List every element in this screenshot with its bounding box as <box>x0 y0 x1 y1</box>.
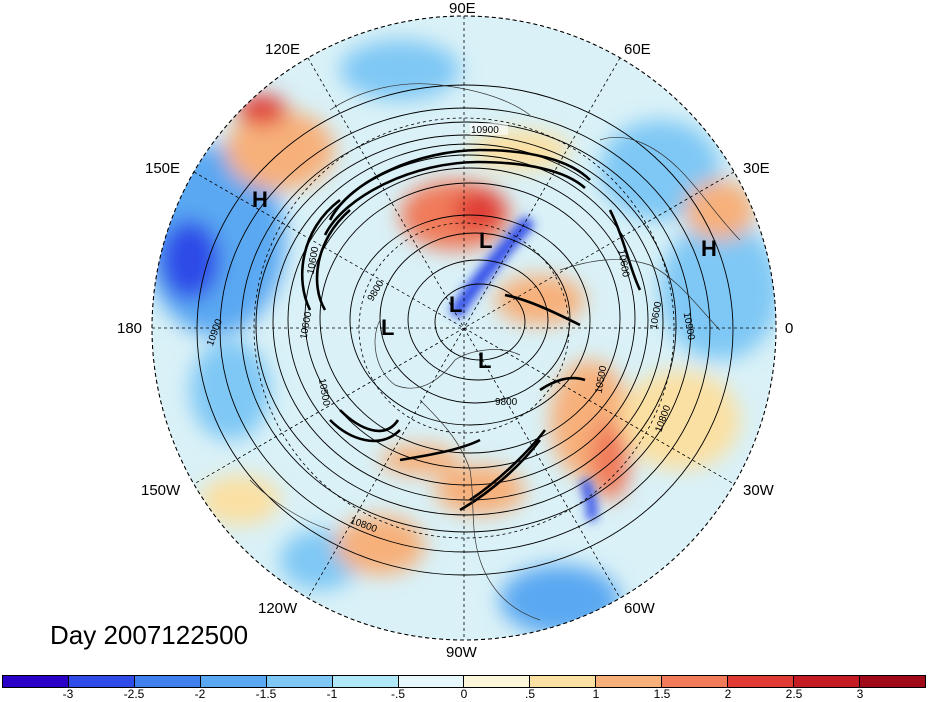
contour-label: 10600 <box>306 245 322 275</box>
colorbar-swatch <box>596 676 663 687</box>
low-pressure-marker: L <box>479 228 493 253</box>
height-contours <box>196 84 734 576</box>
longitude-label-120w: 120W <box>258 600 298 617</box>
high-pressure-marker: H <box>252 187 268 212</box>
colorbar-swatch <box>332 676 399 687</box>
colorbar-swatch <box>68 676 135 687</box>
longitude-label-150e: 150E <box>145 160 181 177</box>
colorbar <box>2 675 926 688</box>
low-pressure-marker: L <box>381 315 395 340</box>
low-pressure-marker: L <box>478 348 492 373</box>
low-pressure-marker: L <box>449 292 463 317</box>
longitude-label-90w: 90W <box>446 644 477 661</box>
colorbar-tick-label: 2 <box>724 687 732 701</box>
longitude-label-180: 180 <box>117 320 143 337</box>
colorbar-tick-label: 0 <box>460 687 468 701</box>
colorbar-tick-label: -.5 <box>390 687 406 701</box>
longitude-label-60e: 60E <box>624 41 651 58</box>
colorbar-swatch <box>3 676 69 687</box>
high-pressure-marker: H <box>701 236 717 261</box>
colorbar-swatch <box>134 676 201 687</box>
longitude-label-0: 0 <box>785 320 794 337</box>
longitude-label-30w: 30W <box>743 482 774 499</box>
colorbar-swatch <box>859 676 925 687</box>
contour-label: 10600 <box>615 249 631 279</box>
colorbar-swatch <box>266 676 333 687</box>
colorbar-tick-label: -2.5 <box>123 687 145 701</box>
contour-label: 10500 <box>594 365 610 395</box>
longitude-label-90e: 90E <box>449 0 476 17</box>
colorbar-tick-label: -3 <box>62 687 74 701</box>
contour-label: 9800 <box>495 397 518 408</box>
coastlines <box>249 83 741 621</box>
colorbar-swatch <box>662 676 729 687</box>
colorbar-tick-label: 2.5 <box>785 687 803 701</box>
colorbar-swatch <box>794 676 860 687</box>
longitude-label-120e: 120E <box>265 41 301 58</box>
colorbar-tick-label: 1 <box>592 687 600 701</box>
colorbar-tick-label: -1.5 <box>255 687 277 701</box>
colorbar-tick-label: -1 <box>326 687 338 701</box>
colorbar-tick-label: 3 <box>856 687 864 701</box>
longitude-label-30e: 30E <box>743 160 770 177</box>
jet-stream-contours <box>300 148 642 512</box>
contour-label: 10900 <box>471 125 499 136</box>
contour-label: 10900 <box>681 312 697 342</box>
contour-label: 10600 <box>299 310 315 340</box>
colorbar-tick-label: 1.5 <box>653 687 671 701</box>
date-title: Day 2007122500 <box>50 620 249 650</box>
colorbar-swatch <box>728 676 795 687</box>
contour-label: 10600 <box>649 300 665 330</box>
colorbar-tick-label: .5 <box>524 687 536 701</box>
longitude-label-150w: 150W <box>141 482 181 499</box>
colorbar-swatch <box>398 676 465 687</box>
colorbar-swatch <box>464 676 531 687</box>
colorbar-tick-label: -2 <box>194 687 206 701</box>
contour-labels: 10900 10900 10900 10800 10800 10600 1060… <box>205 123 696 535</box>
contour-label: 10500 <box>316 378 332 408</box>
longitude-label-60w: 60W <box>624 600 655 617</box>
colorbar-swatch <box>530 676 597 687</box>
colorbar-swatch <box>200 676 267 687</box>
